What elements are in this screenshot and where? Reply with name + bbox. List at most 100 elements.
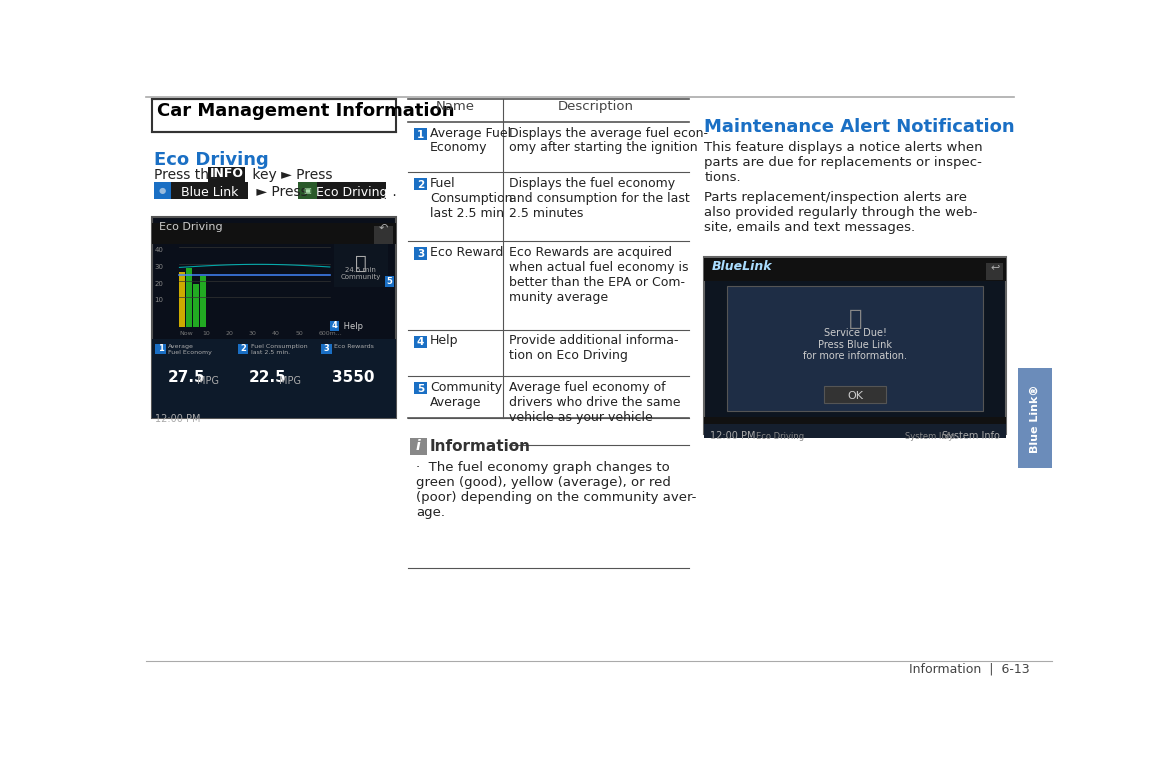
Text: 3550: 3550 — [332, 370, 374, 385]
Text: 50: 50 — [295, 332, 303, 336]
Text: 12:00 PM: 12:00 PM — [711, 430, 756, 441]
Text: 24.5 min: 24.5 min — [345, 267, 376, 273]
Text: Average fuel economy of
drivers who drive the same
vehicle as your vehicle: Average fuel economy of drivers who driv… — [509, 380, 680, 424]
Text: Information  |  6-13: Information | 6-13 — [909, 663, 1030, 676]
Text: Provide additional informa-
tion on Eco Driving: Provide additional informa- tion on Eco … — [509, 335, 678, 362]
Text: 12:00 PM: 12:00 PM — [155, 414, 201, 424]
Text: MPG: MPG — [198, 376, 220, 386]
Bar — [208, 166, 245, 182]
Bar — [414, 178, 427, 191]
Bar — [180, 272, 185, 326]
Text: Displays the fuel economy
and consumption for the last
2.5 minutes: Displays the fuel economy and consumptio… — [509, 177, 690, 219]
Text: Eco Driving: Eco Driving — [755, 432, 804, 441]
Text: 4: 4 — [332, 321, 338, 330]
Text: Name: Name — [436, 99, 475, 112]
Text: Description: Description — [558, 99, 634, 112]
Bar — [704, 258, 1007, 282]
Text: Community
Average: Community Average — [430, 380, 502, 408]
Text: ⓘ: ⓘ — [849, 309, 862, 329]
Bar — [193, 284, 199, 326]
Bar — [317, 182, 387, 199]
Bar — [155, 344, 166, 354]
Bar — [409, 438, 427, 455]
Bar — [321, 344, 332, 354]
Bar — [330, 320, 339, 332]
Text: ▣: ▣ — [304, 186, 311, 195]
Bar — [856, 424, 1007, 438]
Text: Press the: Press the — [154, 168, 222, 182]
Text: 40: 40 — [154, 247, 164, 253]
Text: Average Fuel
Economy: Average Fuel Economy — [430, 127, 511, 155]
Text: System Info: System Info — [942, 430, 1001, 441]
Text: This feature displays a notice alerts when
parts are due for replacements or ins: This feature displays a notice alerts wh… — [704, 141, 983, 184]
Text: i: i — [416, 439, 421, 453]
Bar — [171, 182, 249, 199]
Text: Car Management Information: Car Management Information — [157, 102, 455, 120]
Text: 2: 2 — [417, 180, 424, 190]
Text: ► Press: ► Press — [251, 185, 312, 199]
Bar — [824, 386, 886, 403]
Bar — [333, 244, 388, 287]
Text: 22.5: 22.5 — [249, 370, 286, 385]
Bar — [152, 217, 395, 418]
Bar — [186, 268, 192, 326]
Text: 5: 5 — [417, 384, 424, 394]
Text: Parts replacement/inspection alerts are
also provided regularly through the web-: Parts replacement/inspection alerts are … — [704, 191, 977, 235]
Text: Eco Rewards are acquired
when actual fuel economy is
better than the EPA or Com-: Eco Rewards are acquired when actual fue… — [509, 246, 689, 304]
Text: Now: Now — [180, 332, 193, 336]
Text: Maintenance Alert Notification: Maintenance Alert Notification — [704, 118, 1015, 136]
Text: 10: 10 — [154, 298, 164, 304]
Bar — [298, 182, 317, 199]
Bar — [154, 182, 171, 199]
Text: 10: 10 — [202, 332, 210, 336]
Bar — [414, 336, 427, 348]
Text: Information: Information — [430, 439, 531, 454]
Text: Help: Help — [340, 322, 362, 331]
Text: Eco Driving: Eco Driving — [316, 186, 387, 199]
Text: System Info.: System Info. — [905, 432, 957, 441]
Bar — [1018, 368, 1052, 468]
Bar — [385, 276, 394, 287]
Bar — [152, 99, 395, 132]
Text: 3: 3 — [417, 249, 424, 259]
Bar — [987, 263, 1003, 280]
Bar — [414, 247, 427, 260]
Text: OK: OK — [848, 391, 863, 401]
Text: 3: 3 — [324, 345, 330, 354]
Text: 30: 30 — [154, 263, 164, 269]
Bar — [414, 128, 427, 140]
Bar — [152, 339, 395, 418]
Bar — [414, 382, 427, 395]
Text: Eco Driving: Eco Driving — [159, 222, 222, 232]
Text: 27.5: 27.5 — [168, 370, 206, 385]
Text: Fuel
Consumption
last 2.5 min: Fuel Consumption last 2.5 min — [430, 177, 512, 219]
Text: Blue Link®: Blue Link® — [1030, 384, 1040, 452]
Text: BlueLink: BlueLink — [712, 260, 773, 273]
Text: Eco Rewards: Eco Rewards — [334, 345, 374, 349]
Text: ↶: ↶ — [379, 222, 388, 233]
Text: 40: 40 — [272, 332, 279, 336]
Bar — [704, 424, 856, 438]
Text: Fuel Consumption
last 2.5 min.: Fuel Consumption last 2.5 min. — [250, 345, 307, 355]
Bar — [374, 226, 393, 244]
Bar — [704, 257, 1007, 433]
Text: Average
Fuel Economy: Average Fuel Economy — [168, 345, 212, 355]
Text: 20: 20 — [154, 281, 164, 286]
Text: Help: Help — [430, 335, 458, 348]
Text: INFO: INFO — [209, 167, 243, 181]
Bar — [704, 417, 1007, 433]
Bar — [727, 286, 983, 411]
Text: 30: 30 — [249, 332, 257, 336]
Text: 600m...: 600m... — [318, 332, 343, 336]
Text: Blue Link: Blue Link — [181, 186, 238, 199]
Text: ●: ● — [159, 186, 166, 195]
Bar — [237, 344, 249, 354]
Text: 1: 1 — [417, 130, 424, 140]
Text: key ► Press: key ► Press — [249, 168, 333, 182]
Text: MPG: MPG — [278, 376, 300, 386]
Bar — [152, 222, 395, 244]
Text: .: . — [388, 185, 396, 199]
Text: Eco Reward: Eco Reward — [430, 246, 503, 259]
Text: 2: 2 — [240, 345, 245, 354]
Text: 4: 4 — [417, 338, 424, 348]
